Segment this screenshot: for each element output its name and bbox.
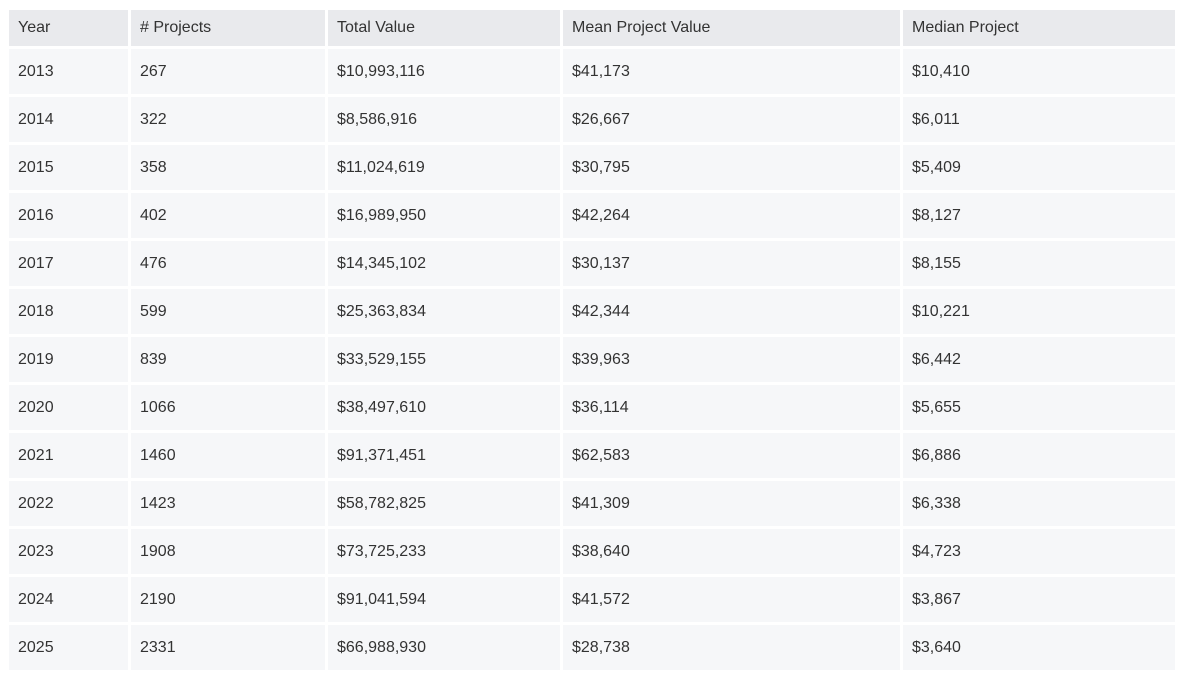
cell-year: 2019 xyxy=(9,337,128,382)
cell-num-projects: 476 xyxy=(131,241,325,286)
cell-mean-value: $39,963 xyxy=(563,337,900,382)
cell-median-value: $8,127 xyxy=(903,193,1175,238)
cell-num-projects: 322 xyxy=(131,97,325,142)
cell-median-value: $6,011 xyxy=(903,97,1175,142)
cell-year: 2024 xyxy=(9,577,128,622)
cell-median-value: $5,409 xyxy=(903,145,1175,190)
cell-median-value: $6,886 xyxy=(903,433,1175,478)
data-table-container: Year # Projects Total Value Mean Project… xyxy=(6,7,1178,673)
table-row: 2018 599 $25,363,834 $42,344 $10,221 xyxy=(9,289,1175,334)
cell-total-value: $91,041,594 xyxy=(328,577,560,622)
cell-total-value: $66,988,930 xyxy=(328,625,560,670)
cell-median-value: $5,655 xyxy=(903,385,1175,430)
cell-num-projects: 2190 xyxy=(131,577,325,622)
cell-median-value: $10,410 xyxy=(903,49,1175,94)
cell-year: 2014 xyxy=(9,97,128,142)
header-total-value: Total Value xyxy=(328,10,560,46)
cell-total-value: $16,989,950 xyxy=(328,193,560,238)
cell-total-value: $38,497,610 xyxy=(328,385,560,430)
cell-median-value: $6,338 xyxy=(903,481,1175,526)
cell-mean-value: $42,264 xyxy=(563,193,900,238)
cell-total-value: $91,371,451 xyxy=(328,433,560,478)
projects-by-year-table: Year # Projects Total Value Mean Project… xyxy=(6,7,1178,673)
cell-mean-value: $62,583 xyxy=(563,433,900,478)
cell-num-projects: 1423 xyxy=(131,481,325,526)
cell-year: 2013 xyxy=(9,49,128,94)
cell-total-value: $14,345,102 xyxy=(328,241,560,286)
cell-num-projects: 1908 xyxy=(131,529,325,574)
header-num-projects: # Projects xyxy=(131,10,325,46)
table-row: 2015 358 $11,024,619 $30,795 $5,409 xyxy=(9,145,1175,190)
header-mean-project-value: Mean Project Value xyxy=(563,10,900,46)
cell-num-projects: 402 xyxy=(131,193,325,238)
cell-year: 2020 xyxy=(9,385,128,430)
cell-total-value: $11,024,619 xyxy=(328,145,560,190)
cell-num-projects: 839 xyxy=(131,337,325,382)
cell-median-value: $3,867 xyxy=(903,577,1175,622)
cell-total-value: $10,993,116 xyxy=(328,49,560,94)
cell-num-projects: 267 xyxy=(131,49,325,94)
cell-mean-value: $41,173 xyxy=(563,49,900,94)
cell-mean-value: $41,309 xyxy=(563,481,900,526)
cell-num-projects: 599 xyxy=(131,289,325,334)
cell-total-value: $73,725,233 xyxy=(328,529,560,574)
cell-mean-value: $30,137 xyxy=(563,241,900,286)
table-row: 2014 322 $8,586,916 $26,667 $6,011 xyxy=(9,97,1175,142)
table-row: 2025 2331 $66,988,930 $28,738 $3,640 xyxy=(9,625,1175,670)
cell-mean-value: $28,738 xyxy=(563,625,900,670)
cell-median-value: $8,155 xyxy=(903,241,1175,286)
cell-mean-value: $38,640 xyxy=(563,529,900,574)
cell-mean-value: $26,667 xyxy=(563,97,900,142)
cell-median-value: $10,221 xyxy=(903,289,1175,334)
cell-mean-value: $36,114 xyxy=(563,385,900,430)
cell-mean-value: $30,795 xyxy=(563,145,900,190)
table-row: 2019 839 $33,529,155 $39,963 $6,442 xyxy=(9,337,1175,382)
cell-num-projects: 1460 xyxy=(131,433,325,478)
header-median-project: Median Project xyxy=(903,10,1175,46)
cell-total-value: $33,529,155 xyxy=(328,337,560,382)
cell-year: 2021 xyxy=(9,433,128,478)
cell-median-value: $3,640 xyxy=(903,625,1175,670)
table-row: 2020 1066 $38,497,610 $36,114 $5,655 xyxy=(9,385,1175,430)
cell-num-projects: 358 xyxy=(131,145,325,190)
table-row: 2024 2190 $91,041,594 $41,572 $3,867 xyxy=(9,577,1175,622)
table-row: 2021 1460 $91,371,451 $62,583 $6,886 xyxy=(9,433,1175,478)
cell-year: 2015 xyxy=(9,145,128,190)
cell-year: 2016 xyxy=(9,193,128,238)
cell-median-value: $4,723 xyxy=(903,529,1175,574)
table-row: 2013 267 $10,993,116 $41,173 $10,410 xyxy=(9,49,1175,94)
cell-year: 2017 xyxy=(9,241,128,286)
header-year: Year xyxy=(9,10,128,46)
cell-year: 2022 xyxy=(9,481,128,526)
cell-year: 2025 xyxy=(9,625,128,670)
cell-mean-value: $42,344 xyxy=(563,289,900,334)
cell-total-value: $25,363,834 xyxy=(328,289,560,334)
cell-total-value: $58,782,825 xyxy=(328,481,560,526)
table-row: 2022 1423 $58,782,825 $41,309 $6,338 xyxy=(9,481,1175,526)
cell-median-value: $6,442 xyxy=(903,337,1175,382)
cell-year: 2023 xyxy=(9,529,128,574)
table-row: 2017 476 $14,345,102 $30,137 $8,155 xyxy=(9,241,1175,286)
table-row: 2023 1908 $73,725,233 $38,640 $4,723 xyxy=(9,529,1175,574)
cell-num-projects: 2331 xyxy=(131,625,325,670)
cell-year: 2018 xyxy=(9,289,128,334)
table-header-row: Year # Projects Total Value Mean Project… xyxy=(9,10,1175,46)
table-row: 2016 402 $16,989,950 $42,264 $8,127 xyxy=(9,193,1175,238)
cell-mean-value: $41,572 xyxy=(563,577,900,622)
cell-num-projects: 1066 xyxy=(131,385,325,430)
cell-total-value: $8,586,916 xyxy=(328,97,560,142)
